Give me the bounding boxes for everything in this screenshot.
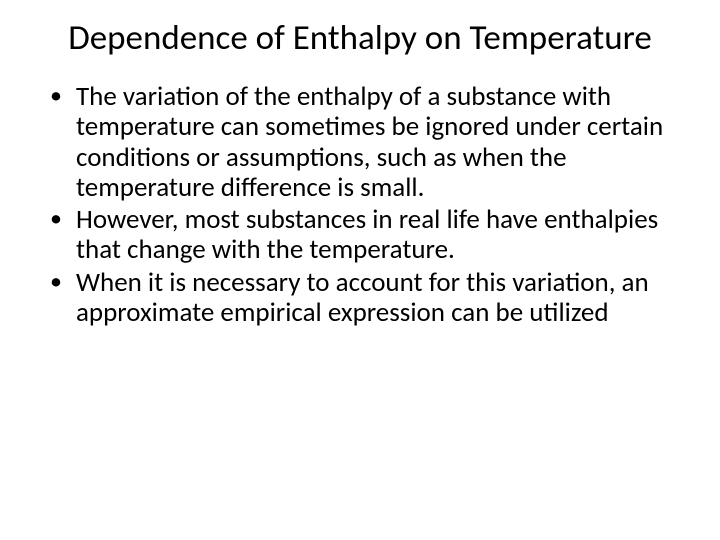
- bullet-list: The variation of the enthalpy of a subst…: [40, 82, 680, 328]
- list-item: However, most substances in real life ha…: [50, 205, 680, 265]
- list-item: When it is necessary to account for this…: [50, 268, 680, 328]
- slide-title: Dependence of Enthalpy on Temperature: [40, 18, 680, 58]
- slide: Dependence of Enthalpy on Temperature Th…: [0, 0, 720, 540]
- list-item: The variation of the enthalpy of a subst…: [50, 82, 680, 203]
